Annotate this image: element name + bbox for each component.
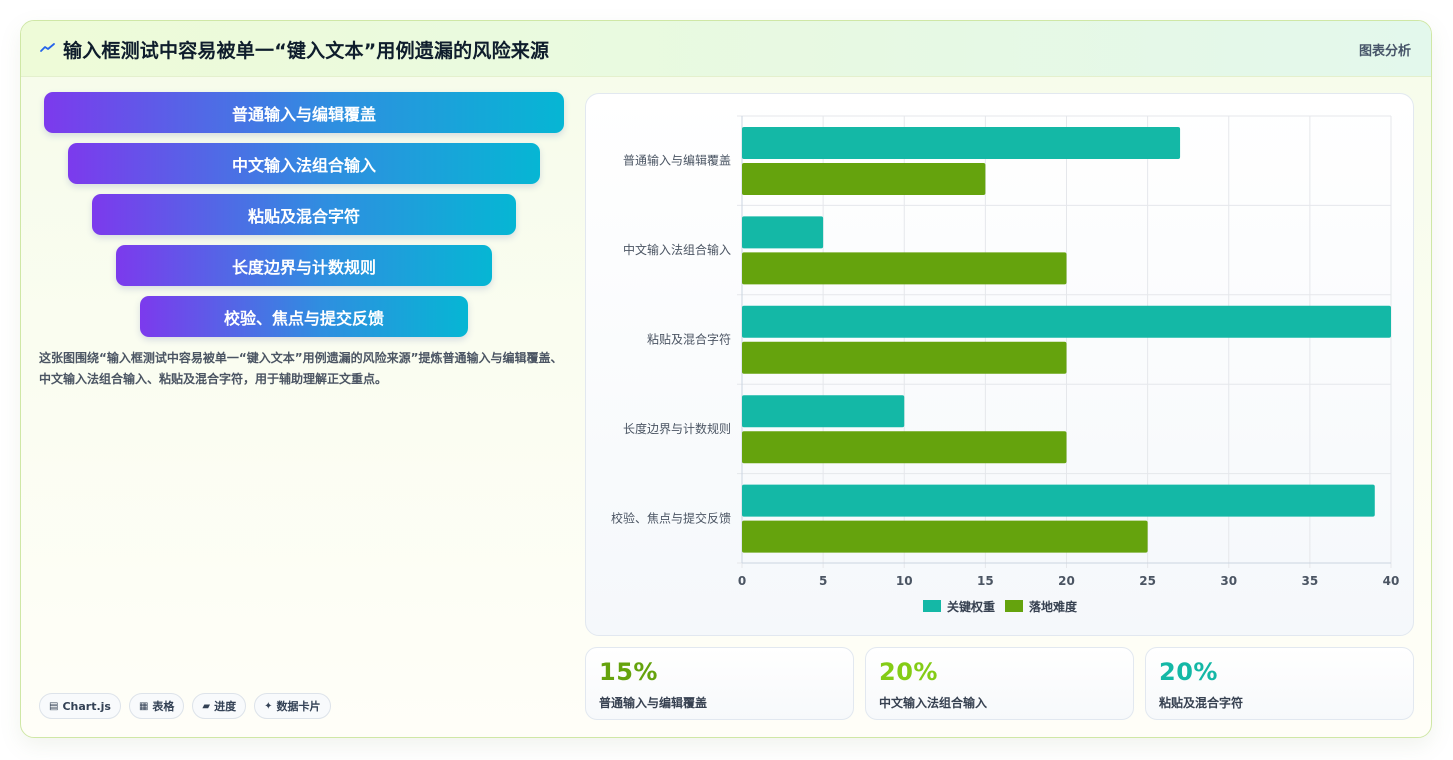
stat-label: 粘贴及混合字符 xyxy=(1159,696,1244,710)
stat-value: 20% xyxy=(879,658,938,686)
y-tick-label: 粘贴及混合字符 xyxy=(647,332,731,347)
chip-table[interactable]: ▦ 表格 xyxy=(128,693,185,719)
bar-difficulty xyxy=(742,163,986,195)
bar-difficulty xyxy=(742,431,1067,464)
chip-data-card[interactable]: ✦ 数据卡片 xyxy=(254,693,331,719)
chart-description: 这张图围绕“输入框测试中容易被单一“键入文本”用例遗漏的风险来源”提炼普通输入与… xyxy=(39,351,563,386)
bar-difficulty xyxy=(742,341,1067,374)
x-tick-label: 30 xyxy=(1220,574,1237,588)
chip-label: 进度 xyxy=(214,700,237,713)
x-tick-label: 0 xyxy=(738,574,746,588)
bar-chart: 0 5 10 15 20 25 30 35 40 普通输入与编辑覆盖中文输入法组合输入粘贴及混合字… xyxy=(611,115,1400,614)
stat-value: 20% xyxy=(1159,658,1218,686)
funnel-step-2: 中文输入法组合输入 xyxy=(68,143,540,184)
chip-label: Chart.js xyxy=(62,699,111,713)
legend-label: 关键权重 xyxy=(947,599,995,614)
y-tick-label: 校验、焦点与提交反馈 xyxy=(611,510,731,525)
chip-label: 表格 xyxy=(152,700,175,713)
stat-card-1: 15% 普通输入与编辑覆盖 xyxy=(585,647,854,720)
main-card: 输入框测试中容易被单一“键入文本”用例遗漏的风险来源 图表分析 普通输入与编辑覆… xyxy=(20,20,1432,738)
funnel-step-4: 长度边界与计数规则 xyxy=(116,245,492,286)
trend-icon xyxy=(40,43,55,52)
page-title: 输入框测试中容易被单一“键入文本”用例遗漏的风险来源 xyxy=(63,40,550,62)
y-tick-label: 普通输入与编辑覆盖 xyxy=(623,153,731,168)
feature-chips: ▤ Chart.js ▦ 表格 ▰ 进度 ✦ 数据卡片 xyxy=(39,693,331,719)
stat-label: 普通输入与编辑覆盖 xyxy=(599,696,708,710)
stat-card-2: 20% 中文输入法组合输入 xyxy=(865,647,1134,720)
chip-progress[interactable]: ▰ 进度 xyxy=(192,693,247,719)
legend-label: 落地难度 xyxy=(1029,599,1078,614)
x-tick-label: 5 xyxy=(819,574,827,588)
stat-label: 中文输入法组合输入 xyxy=(879,696,988,710)
x-tick-label: 35 xyxy=(1302,574,1319,588)
y-tick-label: 长度边界与计数规则 xyxy=(623,421,731,436)
stat-value: 15% xyxy=(599,658,658,686)
chip-label: 数据卡片 xyxy=(276,700,321,713)
chip-chartjs[interactable]: ▤ Chart.js xyxy=(39,693,121,719)
y-tick-label: 中文输入法组合输入 xyxy=(623,242,731,257)
bar-weight xyxy=(742,127,1181,159)
funnel-step-1: 普通输入与编辑覆盖 xyxy=(44,92,564,133)
x-tick-label: 20 xyxy=(1058,574,1075,588)
chart-analysis-link[interactable]: 图表分析 xyxy=(1358,44,1411,59)
sparkle-icon: ✦ xyxy=(264,700,273,712)
header-bar: 输入框测试中容易被单一“键入文本”用例遗漏的风险来源 图表分析 xyxy=(21,21,1431,77)
bar-difficulty xyxy=(742,520,1148,553)
bar-weight xyxy=(742,305,1391,338)
funnel-step-3: 粘贴及混合字符 xyxy=(92,194,516,235)
bar-weight xyxy=(742,216,824,249)
x-tick-label: 25 xyxy=(1139,574,1156,588)
progress-icon: ▰ xyxy=(202,700,211,712)
funnel-step-5: 校验、焦点与提交反馈 xyxy=(140,296,468,337)
legend-swatch xyxy=(923,600,941,612)
table-icon: ▦ xyxy=(138,700,149,712)
x-tick-label: 15 xyxy=(977,574,994,588)
x-tick-label: 40 xyxy=(1383,574,1400,588)
bar-difficulty xyxy=(742,252,1067,285)
chart-icon: ▤ xyxy=(49,700,59,712)
stat-card-3: 20% 粘贴及混合字符 xyxy=(1145,647,1414,720)
x-tick-label: 10 xyxy=(896,574,913,588)
legend-swatch xyxy=(1005,600,1023,612)
bar-weight xyxy=(742,395,905,428)
chart-panel: 0 5 10 15 20 25 30 35 40 普通输入与编辑覆盖 中文输入法组合输入粘贴及混合字… xyxy=(585,93,1414,636)
bar-weight xyxy=(742,484,1375,517)
